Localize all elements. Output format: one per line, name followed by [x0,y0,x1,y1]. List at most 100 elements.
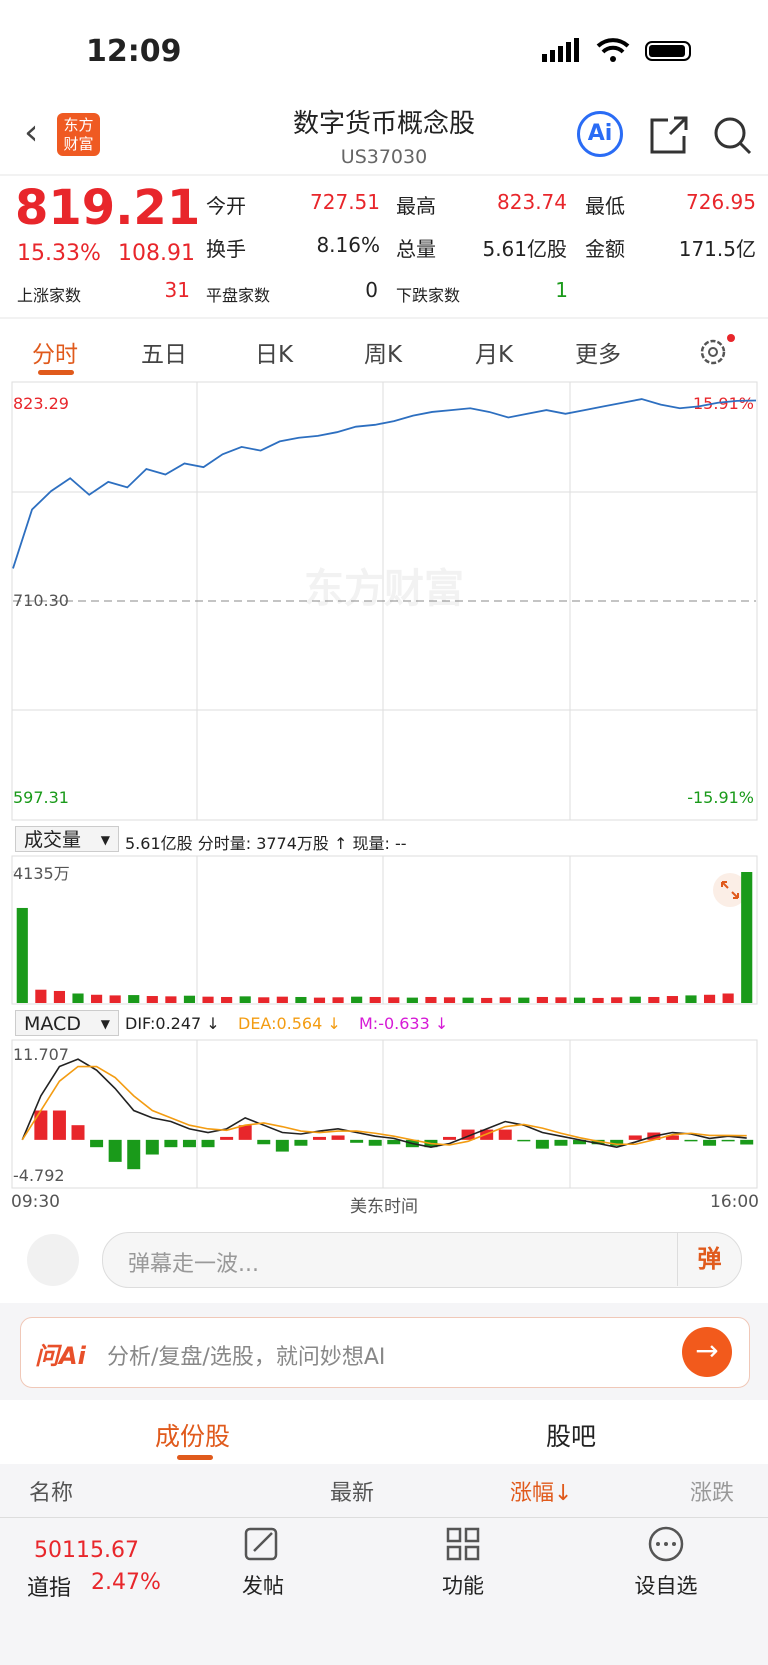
macd-bar [554,1139,568,1146]
stat-value: 8.16% [316,233,380,257]
danmaku-settings[interactable] [27,1234,79,1286]
index-name: 道指 [27,1576,72,1601]
volume-bar [666,996,678,1003]
indicator-selector[interactable]: MACD ▼ [15,1010,119,1036]
column-header[interactable]: 名称 [29,1481,74,1506]
macd-bar [703,1139,717,1146]
chart-tab[interactable]: 周K [363,342,403,368]
macd-bar [71,1125,85,1140]
macd-bar [257,1139,271,1145]
page-title: 数字货币概念股 [292,109,475,139]
volume-selector[interactable]: 成交量 ▼ [15,826,119,852]
change-pct: 15.33% [17,241,101,266]
volume-bar [369,996,381,1003]
macd-bar [517,1139,531,1142]
stat-value: 31 [164,278,190,302]
volume-bar [295,996,307,1003]
macd-bar [145,1139,159,1155]
volume-bar [332,997,344,1003]
volume-bar [406,997,418,1003]
section-tabs [0,1400,768,1464]
volume-bar [388,997,400,1003]
volume-bar [703,994,716,1003]
ask-ai-send[interactable]: → [682,1327,732,1377]
column-header[interactable]: 最新 [330,1481,375,1506]
ask-ai-placeholder: 分析/复盘/选股，就问妙想AI [107,1345,386,1370]
stock-code: US37030 [340,146,428,168]
tab-indicator [38,370,74,375]
m-label: M:-0.633 ↓ [359,1014,449,1033]
section-tab[interactable]: 成份股 [155,1422,231,1451]
chart-tab[interactable]: 日K [254,342,294,368]
dea-line [21,1065,747,1146]
volume-bar [165,996,177,1003]
divider [0,1517,768,1518]
macd-bar [573,1139,587,1145]
header-actions[interactable] [648,114,758,156]
macd-bar [34,1110,48,1140]
macd-bar [312,1136,326,1140]
volume-bar [648,996,660,1003]
stat-value: 5.61亿股 [482,237,567,261]
stat-value: 823.74 [497,190,567,214]
danmaku-button[interactable]: 弹 [677,1232,741,1286]
stat-label: 金额 [585,237,625,261]
y2-tick-label: -15.91% [687,788,754,807]
nav-item[interactable]: 设自选 [634,1574,698,1598]
stat-value: 1 [555,278,568,302]
ask-ai-box[interactable] [20,1317,750,1388]
stat-value: 727.51 [310,190,380,214]
column-header[interactable]: 涨幅↓ [510,1481,573,1506]
back-button[interactable]: ‹ [24,112,39,153]
chart-tab[interactable]: 更多 [575,342,621,368]
stat-label: 总量 [396,237,436,261]
macd-bar [127,1139,141,1170]
macd-bar [740,1139,754,1145]
chart-tab[interactable]: 分时 [32,342,78,368]
macd-bar [238,1125,252,1140]
settings-button[interactable] [696,332,736,368]
index-change: 2.47% [91,1570,161,1595]
stat-label: 最高 [396,194,436,218]
volume-bar [462,997,474,1003]
ai-button[interactable]: Ai [577,111,623,157]
volume-bar [276,996,288,1003]
stat-value: 171.5亿 [678,237,756,261]
volume-bar [183,995,196,1003]
y-tick-label: 823.29 [13,394,69,413]
nav-icons [244,1526,684,1562]
volume-bar [741,872,753,1003]
volume-bar [611,997,623,1003]
logo-text: 东方 [63,116,94,134]
column-header[interactable]: 涨跌 [690,1481,735,1506]
macd-bar [52,1110,66,1140]
stat-value: 0 [365,278,378,302]
volume-bar [258,997,270,1003]
volume-max: 4135万 [13,864,70,883]
danmaku-input[interactable] [102,1232,742,1288]
dea-label: DEA:0.564 ↓ [238,1014,341,1033]
stat-label: 今开 [206,194,246,218]
macd-bar [90,1139,104,1148]
index-value: 50115.67 [34,1538,139,1563]
volume-bar [35,989,47,1003]
chart-tab[interactable]: 月K [474,342,514,368]
macd-bar [443,1136,457,1140]
volume-bar [239,996,251,1003]
section-tab[interactable]: 股吧 [546,1422,597,1451]
macd-bar [610,1139,624,1146]
nav-item[interactable]: 发帖 [242,1574,284,1598]
macd-bar [628,1135,642,1140]
stat-label: 平盘家数 [206,286,271,305]
chart-tab[interactable]: 五日 [141,342,187,368]
status-icons [542,38,691,62]
logo-text: 财富 [63,135,94,153]
volume-bar [481,997,493,1003]
volume-bar [313,997,326,1003]
volume-bar [202,996,214,1003]
volume-bar [536,996,548,1003]
macd-bar [108,1139,122,1162]
time-label: 09:30 [11,1192,60,1212]
nav-item[interactable]: 功能 [442,1574,484,1598]
macd-bar [201,1139,215,1148]
